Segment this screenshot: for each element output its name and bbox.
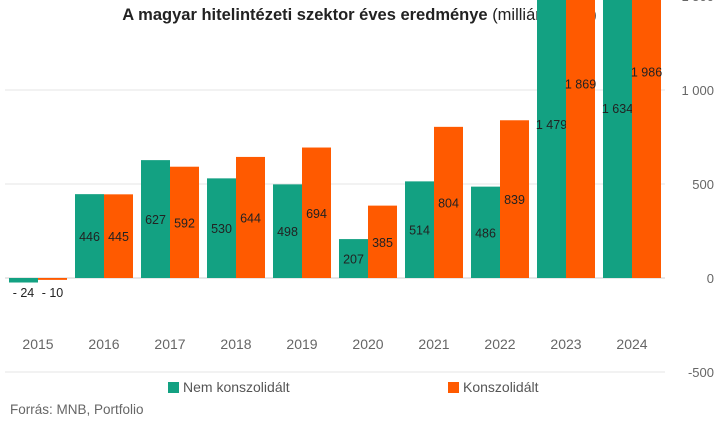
data-label: 385 bbox=[372, 236, 393, 250]
bar bbox=[566, 0, 595, 279]
x-tick-label: 2015 bbox=[22, 336, 53, 352]
bar bbox=[75, 194, 104, 278]
y-tick-label: 1 000 bbox=[681, 83, 714, 98]
x-tick-label: 2017 bbox=[154, 336, 185, 352]
data-label: 530 bbox=[211, 222, 232, 236]
bar bbox=[273, 184, 302, 278]
bar bbox=[302, 147, 331, 278]
data-label: 627 bbox=[145, 213, 166, 227]
x-tick-label: 2022 bbox=[484, 336, 515, 352]
bar bbox=[104, 194, 133, 278]
data-label: 498 bbox=[277, 225, 298, 239]
bar bbox=[603, 0, 632, 278]
bar bbox=[339, 239, 368, 278]
data-label: 1 869 bbox=[565, 78, 596, 92]
bar bbox=[500, 120, 529, 278]
data-label: 445 bbox=[108, 230, 129, 244]
bar bbox=[537, 0, 566, 279]
x-tick-label: 2020 bbox=[352, 336, 383, 352]
legend-swatch-konszolidalt bbox=[448, 382, 459, 393]
data-label: 486 bbox=[475, 226, 496, 240]
bar bbox=[141, 160, 170, 278]
data-label: 839 bbox=[504, 193, 525, 207]
bar bbox=[471, 186, 500, 278]
y-tick-label: 500 bbox=[692, 177, 714, 192]
data-label: 1 479 bbox=[536, 118, 567, 132]
data-label: 1 986 bbox=[631, 66, 662, 80]
x-tick-label: 2021 bbox=[418, 336, 449, 352]
data-label: 644 bbox=[240, 211, 261, 225]
legend-swatch-nem-konszolidalt bbox=[168, 382, 179, 393]
bar bbox=[38, 278, 67, 280]
data-label: 804 bbox=[438, 196, 459, 210]
bar bbox=[170, 166, 199, 278]
y-tick-label: 0 bbox=[707, 271, 714, 286]
y-tick-label: 1 500 bbox=[681, 0, 714, 4]
data-label: 446 bbox=[79, 230, 100, 244]
legend-item-konszolidalt[interactable]: Konszolidált bbox=[448, 379, 539, 395]
legend-label-konszolidalt: Konszolidált bbox=[463, 379, 539, 395]
bar bbox=[434, 126, 463, 279]
data-label: 514 bbox=[409, 224, 430, 238]
x-tick-label: 2018 bbox=[220, 336, 251, 352]
legend-label-nem-konszolidalt: Nem konszolidált bbox=[183, 379, 290, 395]
bar bbox=[207, 178, 236, 278]
bar bbox=[405, 181, 434, 278]
data-label: 207 bbox=[343, 253, 364, 267]
bar bbox=[9, 278, 38, 283]
x-tick-label: 2016 bbox=[88, 336, 119, 352]
x-tick-label: 2023 bbox=[550, 336, 581, 352]
data-label: 1 634 bbox=[602, 102, 633, 116]
chart-title-main: A magyar hitelintézeti szektor éves ered… bbox=[122, 6, 488, 24]
x-tick-label: 2019 bbox=[286, 336, 317, 352]
data-label: - 24 bbox=[13, 286, 35, 300]
bar bbox=[368, 205, 397, 278]
data-label: 592 bbox=[174, 216, 195, 230]
x-tick-label: 2024 bbox=[616, 336, 647, 352]
legend-item-nem-konszolidalt[interactable]: Nem konszolidált bbox=[168, 379, 290, 395]
bar bbox=[632, 0, 661, 278]
data-label: - 10 bbox=[42, 286, 64, 300]
bar bbox=[236, 156, 265, 278]
data-label: 694 bbox=[306, 207, 327, 221]
source-note: Forrás: MNB, Portfolio bbox=[10, 402, 144, 417]
y-tick-label: -500 bbox=[688, 365, 714, 380]
